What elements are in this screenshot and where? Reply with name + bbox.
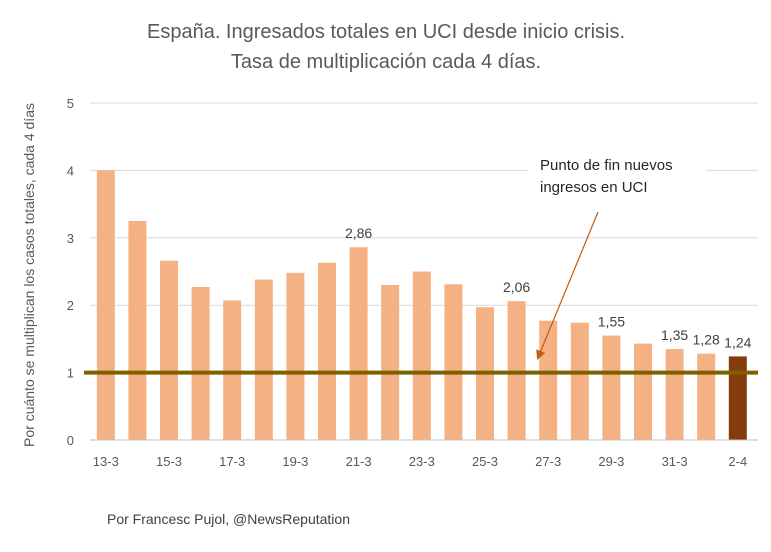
x-tick-label: 17-3: [219, 454, 245, 469]
bar: [728, 356, 747, 440]
data-label: 1,24: [724, 334, 751, 350]
bars: [96, 170, 747, 440]
annotation-line-1: Punto de fin nuevos: [540, 157, 673, 174]
x-tick-label: 29-3: [598, 454, 624, 469]
x-tick-label: 25-3: [472, 454, 498, 469]
bar: [160, 260, 178, 440]
bar: [507, 301, 526, 440]
annotation: Punto de fin nuevos ingresos en UCI: [528, 150, 706, 360]
x-tick-label: 2-4: [728, 454, 747, 469]
bar: [539, 320, 558, 440]
data-label: 2,86: [345, 225, 372, 241]
bar: [223, 300, 242, 440]
data-label: 2,06: [503, 279, 530, 295]
data-label: 1,28: [693, 332, 720, 348]
bar: [191, 287, 210, 440]
y-tick-label: 0: [67, 433, 74, 448]
x-axis-ticks: 13-3 15-3 17-3 19-3 21-3 23-3 25-3 27-3 29-3 31-3…: [93, 454, 747, 469]
bar: [349, 247, 368, 440]
x-tick-label: 27-3: [535, 454, 561, 469]
x-tick-label: 31-3: [662, 454, 688, 469]
y-axis-ticks: 0 1 2 3 4 5: [67, 96, 74, 448]
y-tick-label: 2: [67, 298, 74, 313]
data-labels: 2,86 2,06 1,55 1,35 1,28 1,24: [345, 225, 752, 350]
bar: [318, 262, 336, 440]
bar: [697, 353, 716, 440]
annotation-arrow: [536, 211, 599, 360]
credit: Por Francesc Pujol, @NewsReputation: [107, 511, 350, 527]
bar: [96, 170, 115, 440]
bar: [412, 271, 431, 440]
annotation-line-2: ingresos en UCI: [540, 179, 648, 196]
y-tick-label: 1: [67, 366, 74, 381]
x-tick-label: 13-3: [93, 454, 119, 469]
data-label: 1,35: [661, 327, 688, 343]
chart-title: España. Ingresados totales en UCI desde …: [147, 21, 625, 43]
bar: [570, 322, 589, 440]
chart-subtitle: Tasa de multiplicación cada 4 días.: [231, 51, 541, 73]
x-tick-label: 21-3: [346, 454, 372, 469]
y-tick-label: 5: [67, 96, 74, 111]
bar: [254, 279, 273, 440]
data-label: 1,55: [598, 314, 625, 330]
annotation-background: [528, 150, 706, 200]
y-tick-label: 4: [67, 163, 74, 178]
bar: [286, 272, 305, 440]
bar: [602, 335, 621, 440]
y-tick-label: 3: [67, 231, 74, 246]
bar: [665, 349, 684, 440]
y-axis-label: Por cuánto se multiplican los casos tota…: [21, 103, 37, 447]
bar: [381, 284, 400, 440]
bar: [128, 220, 147, 440]
x-tick-label: 23-3: [409, 454, 435, 469]
bar: [634, 343, 652, 440]
x-tick-label: 19-3: [282, 454, 308, 469]
bar: [444, 284, 463, 440]
x-tick-label: 15-3: [156, 454, 182, 469]
